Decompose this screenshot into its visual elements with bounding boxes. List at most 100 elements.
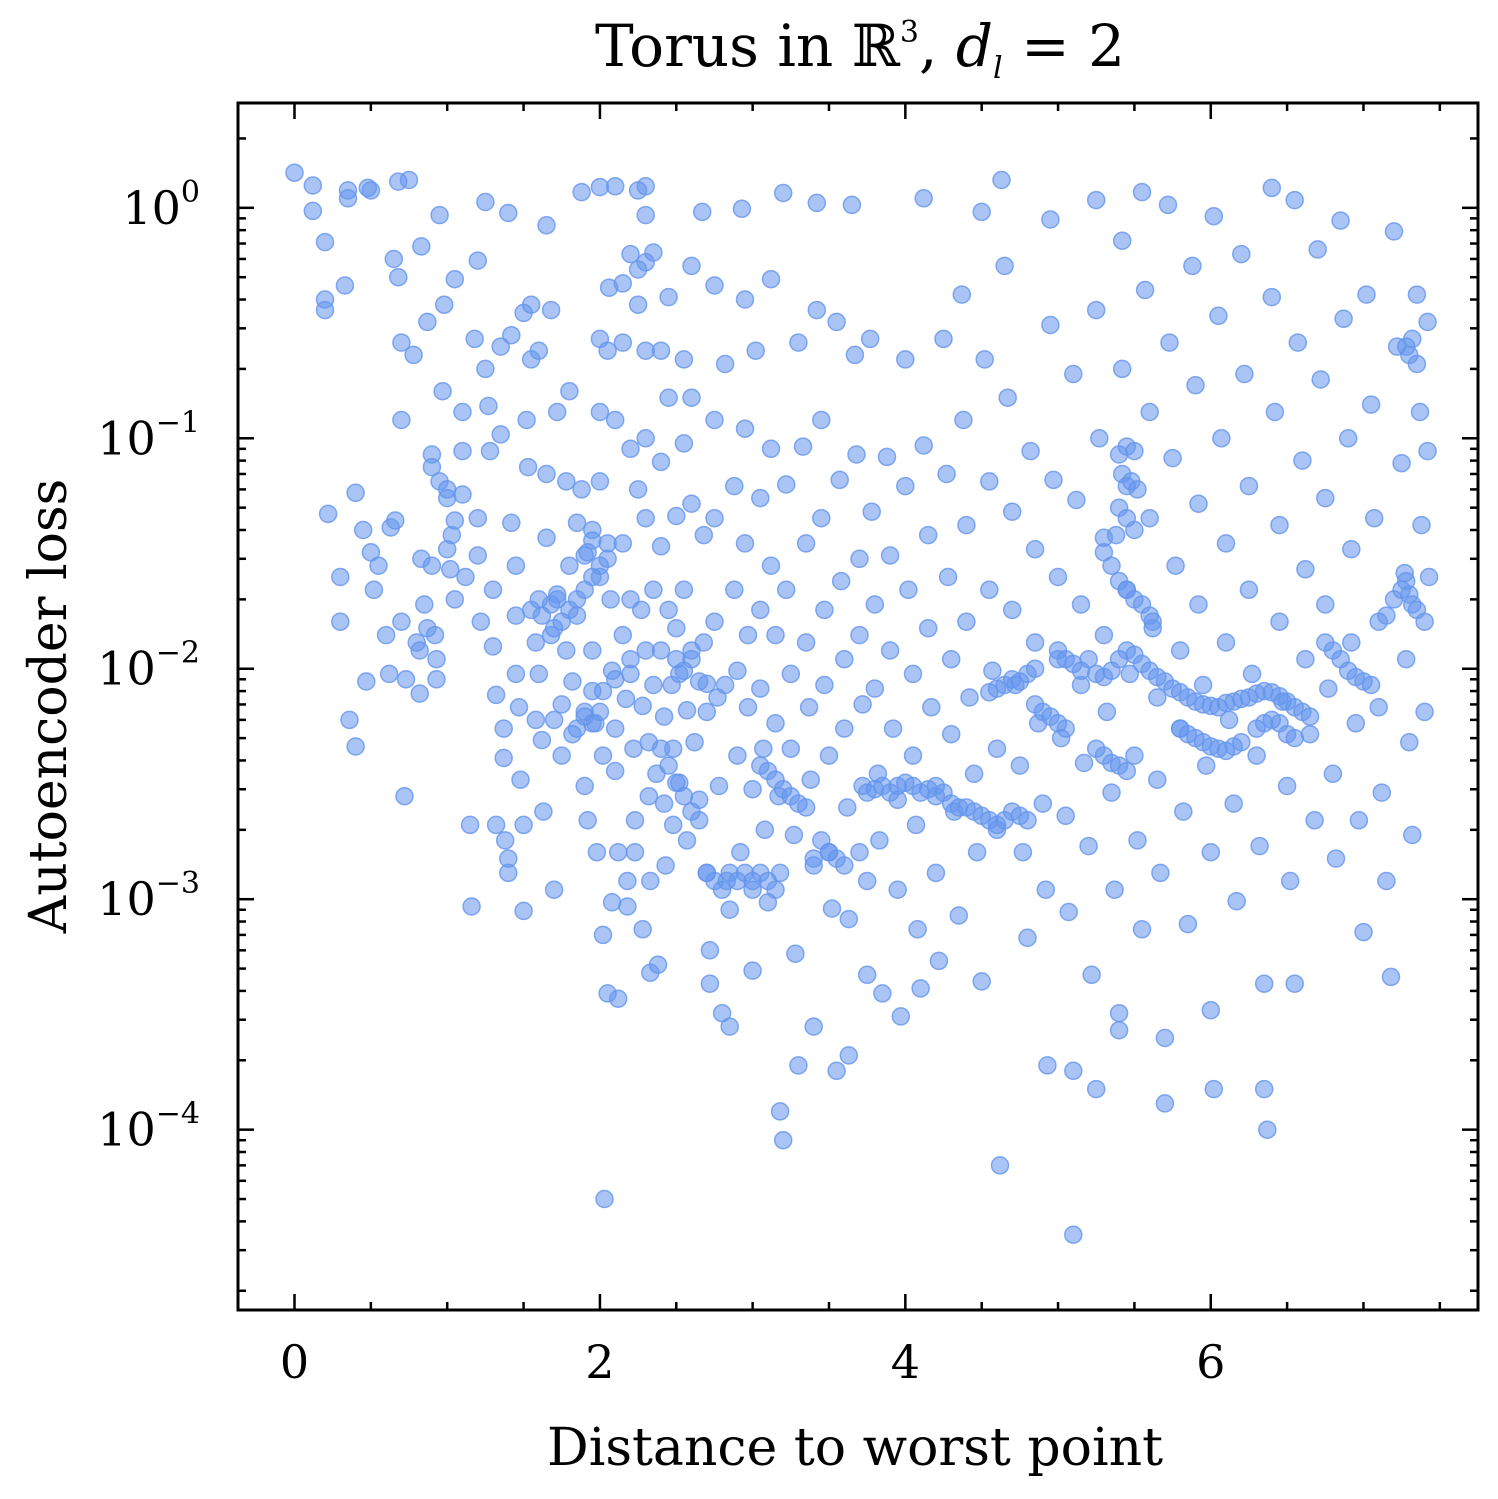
data-point — [605, 410, 625, 430]
data-point — [572, 182, 591, 202]
data-point — [1258, 1120, 1277, 1139]
data-point — [476, 359, 495, 379]
data-point — [1036, 880, 1056, 899]
data-point — [862, 502, 881, 521]
data-point — [938, 567, 958, 587]
data-point — [1204, 1079, 1224, 1099]
data-point — [1204, 206, 1224, 226]
data-point — [1381, 967, 1401, 987]
data-point — [1086, 190, 1106, 210]
data-point — [1002, 502, 1022, 521]
data-point — [766, 880, 785, 899]
data-point — [738, 625, 758, 645]
data-point — [410, 684, 429, 703]
data-point — [873, 984, 892, 1003]
data-point — [694, 525, 714, 545]
data-point — [1300, 707, 1320, 726]
data-point — [379, 664, 399, 684]
data-point — [835, 649, 854, 669]
data-point — [1285, 728, 1304, 748]
data-point — [547, 402, 567, 422]
data-point — [315, 232, 335, 252]
data-point — [529, 341, 549, 360]
data-point — [625, 811, 645, 830]
data-point — [518, 457, 538, 477]
data-point — [552, 695, 571, 714]
data-point — [601, 590, 620, 609]
data-point — [1342, 633, 1361, 652]
data-point — [1140, 508, 1159, 528]
data-point — [1316, 488, 1335, 508]
data-point — [441, 560, 460, 579]
data-point — [415, 595, 434, 614]
data-point — [880, 641, 900, 660]
data-point — [654, 707, 674, 726]
data-point — [770, 1102, 790, 1121]
data-point — [1025, 695, 1045, 714]
data-point — [1270, 612, 1289, 631]
data-point — [835, 856, 854, 875]
data-point — [624, 739, 643, 758]
data-point — [331, 567, 350, 587]
data-point — [625, 842, 645, 862]
data-point — [453, 485, 472, 504]
data-point — [1305, 811, 1324, 830]
data-point — [651, 452, 671, 472]
data-point — [776, 580, 796, 600]
data-point — [587, 842, 607, 862]
data-point — [908, 920, 927, 939]
data-point — [1201, 1000, 1221, 1020]
data-point — [1071, 595, 1091, 614]
data-point — [1316, 595, 1335, 614]
data-point — [896, 476, 915, 496]
data-point — [725, 476, 744, 496]
data-point — [1410, 402, 1430, 422]
data-point — [776, 475, 796, 494]
data-point — [1163, 448, 1182, 468]
data-point — [1308, 240, 1327, 259]
data-point — [685, 732, 704, 752]
data-point — [346, 737, 365, 756]
data-point — [1361, 675, 1381, 695]
data-point — [618, 871, 637, 891]
data-point — [1201, 842, 1221, 862]
data-point — [891, 1007, 911, 1026]
data-point — [456, 567, 475, 587]
data-point — [590, 472, 610, 491]
data-point — [1407, 600, 1427, 620]
data-point — [743, 779, 762, 799]
data-point — [537, 216, 556, 235]
data-point — [1013, 842, 1033, 862]
data-point — [1056, 719, 1075, 738]
y-tick-label: 100 — [122, 175, 200, 235]
data-point — [1067, 490, 1086, 510]
data-point — [1280, 871, 1300, 891]
data-point — [906, 815, 926, 835]
data-point — [502, 325, 521, 345]
data-point — [468, 251, 488, 270]
data-point — [1285, 974, 1304, 993]
x-tick-label: 2 — [585, 1335, 614, 1389]
data-point — [705, 410, 724, 430]
data-point — [613, 625, 633, 645]
data-point — [1262, 178, 1282, 198]
data-point — [766, 714, 785, 733]
data-point — [1396, 649, 1416, 669]
data-point — [1128, 480, 1147, 499]
data-point — [1064, 1225, 1083, 1244]
data-point — [801, 770, 820, 789]
data-point — [1112, 359, 1132, 379]
data-point — [812, 508, 831, 528]
data-point — [720, 863, 739, 883]
data-point — [1158, 195, 1178, 215]
data-point — [677, 701, 697, 720]
data-point — [1377, 871, 1396, 891]
data-point — [1155, 1028, 1175, 1048]
data-point — [751, 488, 770, 508]
data-point — [738, 698, 758, 717]
data-point — [972, 202, 991, 222]
data-point — [1059, 902, 1078, 922]
data-point — [1346, 714, 1366, 733]
data-point — [445, 590, 465, 609]
